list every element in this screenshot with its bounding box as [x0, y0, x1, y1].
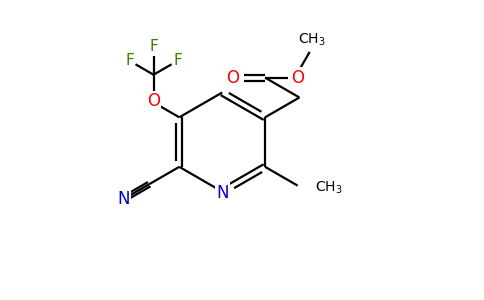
Text: O: O: [147, 92, 160, 110]
Text: F: F: [125, 53, 134, 68]
Text: O: O: [226, 69, 239, 87]
Text: CH$_3$: CH$_3$: [298, 32, 325, 48]
Text: F: F: [149, 40, 158, 55]
Text: O: O: [291, 69, 304, 87]
Text: F: F: [173, 53, 182, 68]
Text: CH$_3$: CH$_3$: [315, 179, 342, 196]
Text: N: N: [117, 190, 130, 208]
Text: N: N: [216, 184, 228, 202]
